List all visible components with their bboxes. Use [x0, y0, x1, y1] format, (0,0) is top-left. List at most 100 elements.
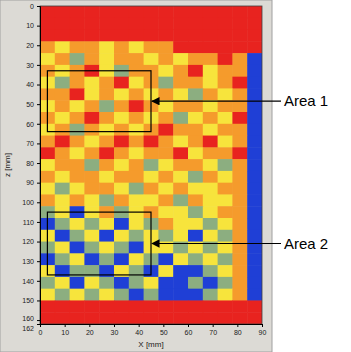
- cell: [129, 88, 144, 100]
- y-tick-label: 70: [26, 140, 34, 147]
- x-tick-label: 40: [135, 329, 143, 336]
- cell: [129, 124, 144, 136]
- cell: [158, 53, 173, 65]
- cell: [114, 194, 129, 206]
- cell: [70, 53, 85, 65]
- cell: [114, 6, 129, 18]
- x-tick: 20: [86, 324, 94, 336]
- cell: [158, 30, 173, 42]
- cell: [144, 289, 159, 301]
- cell: [158, 300, 173, 312]
- cell: [173, 300, 188, 312]
- cell: [158, 112, 173, 124]
- cell: [84, 147, 99, 159]
- cell: [55, 124, 70, 136]
- cell: [114, 159, 129, 171]
- cell: [188, 183, 203, 195]
- cell: [55, 77, 70, 89]
- cell: [218, 6, 233, 18]
- cell: [232, 65, 247, 77]
- cell: [55, 88, 70, 100]
- cell: [158, 136, 173, 148]
- cell: [84, 265, 99, 277]
- cell: [247, 112, 262, 124]
- cell: [114, 147, 129, 159]
- cell: [99, 6, 114, 18]
- cell: [232, 6, 247, 18]
- cell: [188, 112, 203, 124]
- cell: [129, 136, 144, 148]
- cell: [99, 312, 114, 324]
- cell: [218, 53, 233, 65]
- cell: [218, 18, 233, 30]
- cell: [114, 136, 129, 148]
- cell: [203, 171, 218, 183]
- cell: [144, 53, 159, 65]
- y-tick-mark: [37, 104, 40, 105]
- cell: [232, 53, 247, 65]
- cell: [99, 265, 114, 277]
- cell: [70, 124, 85, 136]
- y-tick-mark: [37, 261, 40, 262]
- y-tick-mark: [37, 281, 40, 282]
- cell: [129, 159, 144, 171]
- cell: [55, 159, 70, 171]
- cell: [40, 171, 55, 183]
- cell: [129, 277, 144, 289]
- cell: [173, 312, 188, 324]
- cell: [173, 265, 188, 277]
- cell: [99, 136, 114, 148]
- cell: [247, 300, 262, 312]
- cell: [188, 53, 203, 65]
- cell: [129, 100, 144, 112]
- cell: [158, 41, 173, 53]
- cell: [129, 77, 144, 89]
- cell: [114, 77, 129, 89]
- cell: [40, 312, 55, 324]
- cell: [203, 253, 218, 265]
- cell: [203, 206, 218, 218]
- x-tick-mark: [139, 324, 140, 327]
- cell: [55, 277, 70, 289]
- cell: [232, 100, 247, 112]
- cell: [55, 147, 70, 159]
- cell: [232, 41, 247, 53]
- cell: [247, 289, 262, 301]
- y-tick: 60: [26, 121, 40, 128]
- area-box: [47, 212, 151, 275]
- cell: [188, 147, 203, 159]
- y-tick-mark: [37, 124, 40, 125]
- cell: [99, 194, 114, 206]
- x-tick-label: 0: [39, 329, 43, 336]
- cell: [158, 6, 173, 18]
- cell: [188, 289, 203, 301]
- y-axis-line: [37, 7, 41, 325]
- y-tick: 80: [26, 160, 40, 167]
- cell: [173, 253, 188, 265]
- x-tick: 50: [160, 324, 168, 336]
- cell: [84, 230, 99, 242]
- cell: [84, 253, 99, 265]
- cell: [188, 277, 203, 289]
- y-tick: 30: [26, 62, 40, 69]
- cell: [173, 30, 188, 42]
- cell: [55, 6, 70, 18]
- cell: [203, 88, 218, 100]
- y-tick: 162: [22, 325, 40, 333]
- cell: [247, 277, 262, 289]
- y-tick-label: 40: [26, 81, 34, 88]
- cell: [114, 253, 129, 265]
- cell: [203, 183, 218, 195]
- cell: [40, 30, 55, 42]
- cell: [129, 312, 144, 324]
- cell: [188, 265, 203, 277]
- cell: [158, 147, 173, 159]
- cell: [247, 194, 262, 206]
- y-tick-mark: [37, 65, 40, 66]
- cell: [99, 30, 114, 42]
- cell: [232, 77, 247, 89]
- y-tick: 140: [22, 278, 40, 285]
- cell: [232, 265, 247, 277]
- cell: [188, 30, 203, 42]
- cell: [158, 194, 173, 206]
